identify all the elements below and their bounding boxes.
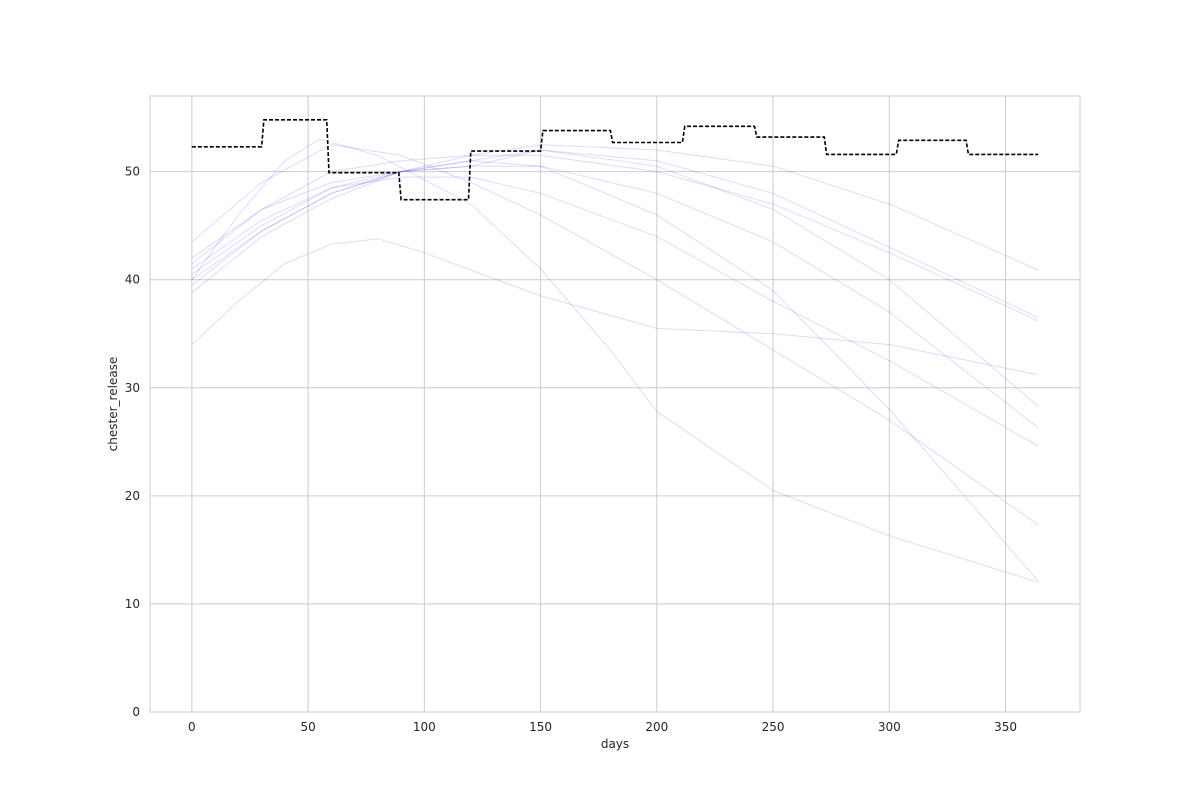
series-line [191,138,1039,583]
series-line [191,144,1039,271]
y-axis-label: chester_release [106,357,120,452]
series-line [191,149,1039,407]
y-tick-label: 20 [125,489,140,503]
y-tick-label: 10 [125,597,140,611]
y-tick-label: 30 [125,381,140,395]
series-line [191,144,1039,526]
x-tick-label: 350 [994,720,1017,734]
series-line [191,176,1039,447]
y-tick-label: 0 [132,705,140,719]
series-line [191,149,1039,318]
x-tick-label: 150 [529,720,552,734]
plot-frame [149,95,1081,713]
series-line [191,154,1039,322]
y-tick-label: 50 [125,165,140,179]
series-line [191,165,1039,429]
y-axis-ticks: 0 10 20 30 40 50 [125,165,140,719]
series-line [191,160,1039,582]
x-tick-label: 250 [762,720,785,734]
x-axis-label: days [601,737,629,751]
step-line [191,119,1039,201]
x-tick-label: 100 [413,720,436,734]
grid [150,96,1080,713]
x-tick-label: 50 [300,720,315,734]
x-axis-ticks: 0 50 100 150 200 250 300 350 [188,720,1017,734]
series-line [191,238,1039,376]
x-tick-label: 300 [878,720,901,734]
simulation-series [191,138,1039,583]
release-step-series [191,119,1039,201]
x-tick-label: 200 [645,720,668,734]
x-tick-label: 0 [188,720,196,734]
y-tick-label: 40 [125,273,140,287]
